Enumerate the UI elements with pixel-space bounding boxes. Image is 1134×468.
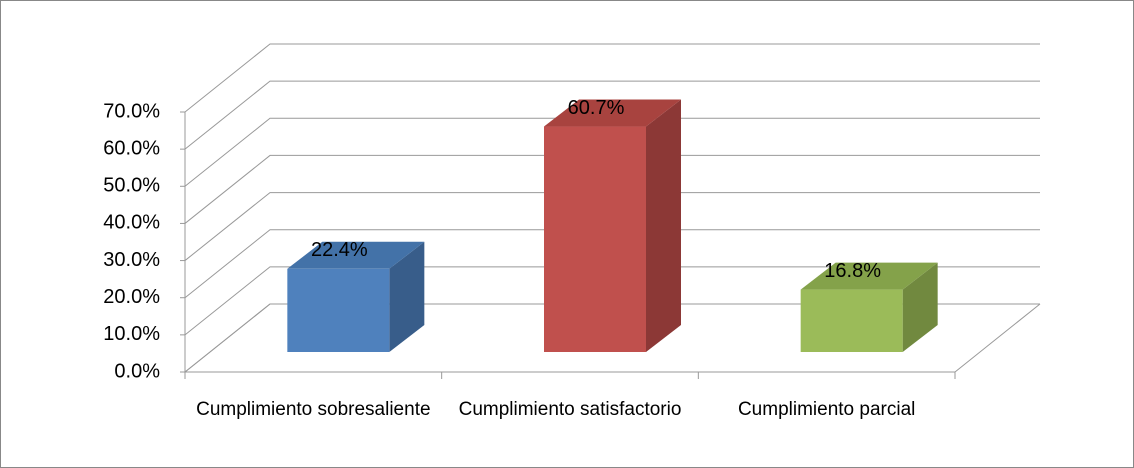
grid-line <box>184 43 1040 113</box>
floor-edge <box>954 303 1041 373</box>
y-tick-label: 20.0% <box>103 286 160 308</box>
y-tick-label: 10.0% <box>103 323 160 345</box>
data-label: 22.4% <box>311 239 368 261</box>
grid-line <box>184 154 1040 224</box>
bar-side <box>646 99 681 353</box>
y-tick-label: 30.0% <box>103 249 160 271</box>
y-tick-label: 60.0% <box>103 137 160 159</box>
x-tick-label: Cumplimiento sobresaliente <box>196 399 431 420</box>
bar-top <box>544 99 681 127</box>
x-tick-label: Cumplimiento parcial <box>737 399 916 420</box>
y-tick-label: 40.0% <box>103 212 160 234</box>
grid-line <box>184 266 1040 336</box>
bar-top <box>800 262 938 290</box>
y-tick-label: 50.0% <box>103 175 160 197</box>
bar <box>800 289 903 352</box>
bar-side <box>389 241 425 352</box>
bar <box>287 268 390 352</box>
grid-line <box>184 229 1040 299</box>
grid-line <box>184 117 1040 187</box>
data-label: 16.8% <box>824 260 881 282</box>
y-tick-label: 0.0% <box>114 360 160 382</box>
bar <box>544 126 646 353</box>
bar-top <box>287 241 425 269</box>
y-tick-label: 70.0% <box>103 100 160 122</box>
grid-line <box>184 303 1040 373</box>
x-tick-label: Cumplimiento satisfactorio <box>458 399 682 420</box>
grid-line <box>184 80 1040 150</box>
data-label: 60.7% <box>568 97 625 119</box>
bar-side <box>902 262 938 352</box>
grid-line <box>184 192 1040 261</box>
